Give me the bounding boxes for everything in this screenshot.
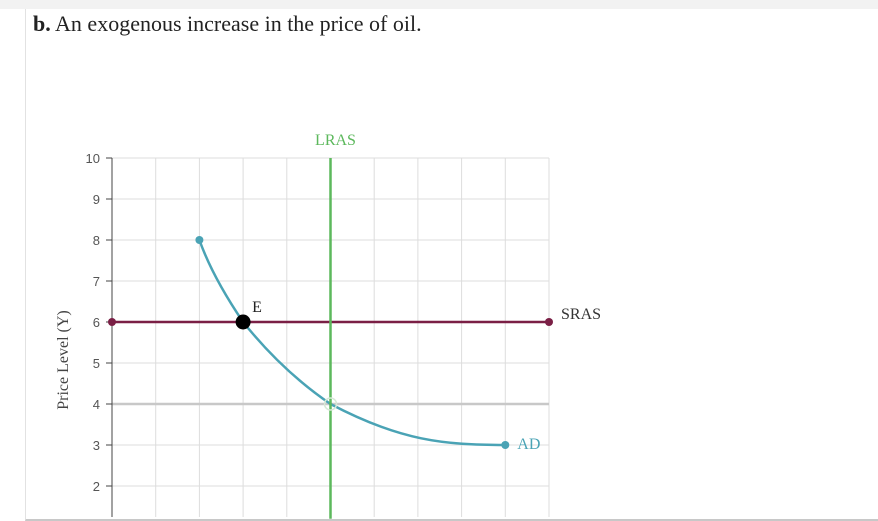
- sras-label: SRAS: [561, 306, 601, 323]
- y-tick-label: 10: [86, 151, 100, 166]
- question-text: An exogenous increase in the price of oi…: [55, 11, 422, 36]
- equilibrium-point[interactable]: [235, 314, 251, 330]
- sras-handle-start[interactable]: [108, 318, 116, 326]
- y-tick-label: 5: [93, 356, 100, 371]
- intersection-marker: [323, 397, 338, 411]
- y-tick-label: 9: [93, 192, 100, 207]
- y-tick-label: 7: [93, 274, 100, 289]
- y-tick-label: 2: [93, 479, 100, 494]
- equilibrium-label: E: [252, 299, 262, 316]
- ad-curve[interactable]: [198, 239, 506, 447]
- y-tick-label: 3: [93, 438, 100, 453]
- question-panel: [25, 9, 878, 521]
- ad-handle-end[interactable]: [501, 441, 510, 449]
- top-bar: [0, 0, 878, 9]
- ad-label: AD: [517, 436, 540, 453]
- question-prefix: b.: [33, 11, 51, 36]
- question-title: b. An exogenous increase in the price of…: [33, 11, 422, 37]
- y-tick-label: 6: [93, 315, 100, 330]
- lras-label: LRAS: [315, 132, 356, 149]
- sras-handle-end[interactable]: [545, 318, 553, 326]
- y-tick-label: 4: [93, 397, 100, 412]
- y-axis-label: Price Level (Y): [55, 310, 72, 410]
- y-tick-label: 8: [93, 233, 100, 248]
- ad-handle-start[interactable]: [195, 236, 204, 244]
